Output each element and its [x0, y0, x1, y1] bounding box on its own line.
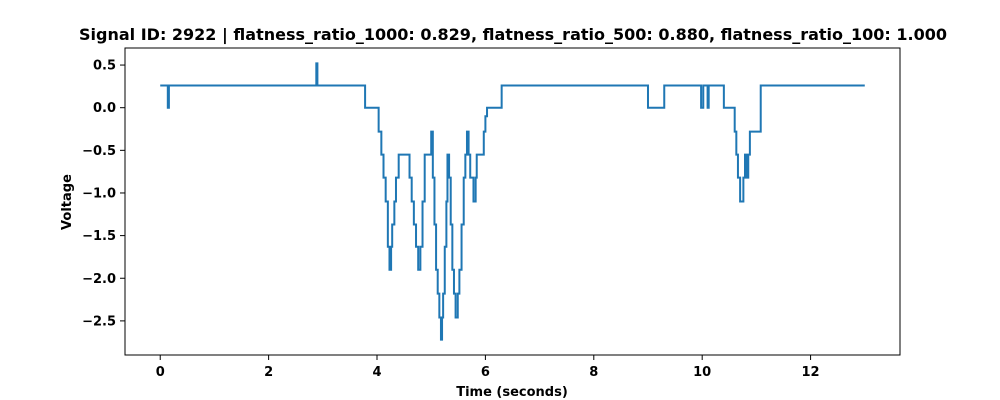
y-tick-label: 0.5 [93, 59, 116, 74]
y-tick-label: 0.0 [93, 101, 116, 116]
y-axis-ticks: 0.5 0.0 −0.5 −1.0 −1.5 −2.0 −2.5 [82, 59, 125, 329]
y-tick-label: −2.0 [82, 272, 116, 287]
signal-series-line [160, 62, 865, 341]
y-axis-label: Voltage [60, 174, 75, 230]
y-tick-label: −1.5 [82, 229, 116, 244]
chart-title: Signal ID: 2922 | flatness_ratio_1000: 0… [79, 25, 947, 45]
x-tick-label: 12 [802, 365, 820, 380]
y-tick-label: −2.5 [82, 314, 116, 329]
y-tick-label: −1.0 [82, 186, 116, 201]
x-tick-label: 2 [264, 365, 273, 380]
x-tick-label: 0 [156, 365, 165, 380]
plot-area-frame [124, 47, 901, 356]
x-tick-label: 4 [372, 365, 381, 380]
x-tick-label: 8 [589, 365, 598, 380]
x-axis-label: Time (seconds) [456, 385, 568, 400]
x-tick-label: 6 [481, 365, 490, 380]
y-tick-label: −0.5 [82, 144, 116, 159]
x-axis-ticks: 0 2 4 6 8 10 12 [156, 355, 820, 380]
x-tick-label: 10 [693, 365, 711, 380]
